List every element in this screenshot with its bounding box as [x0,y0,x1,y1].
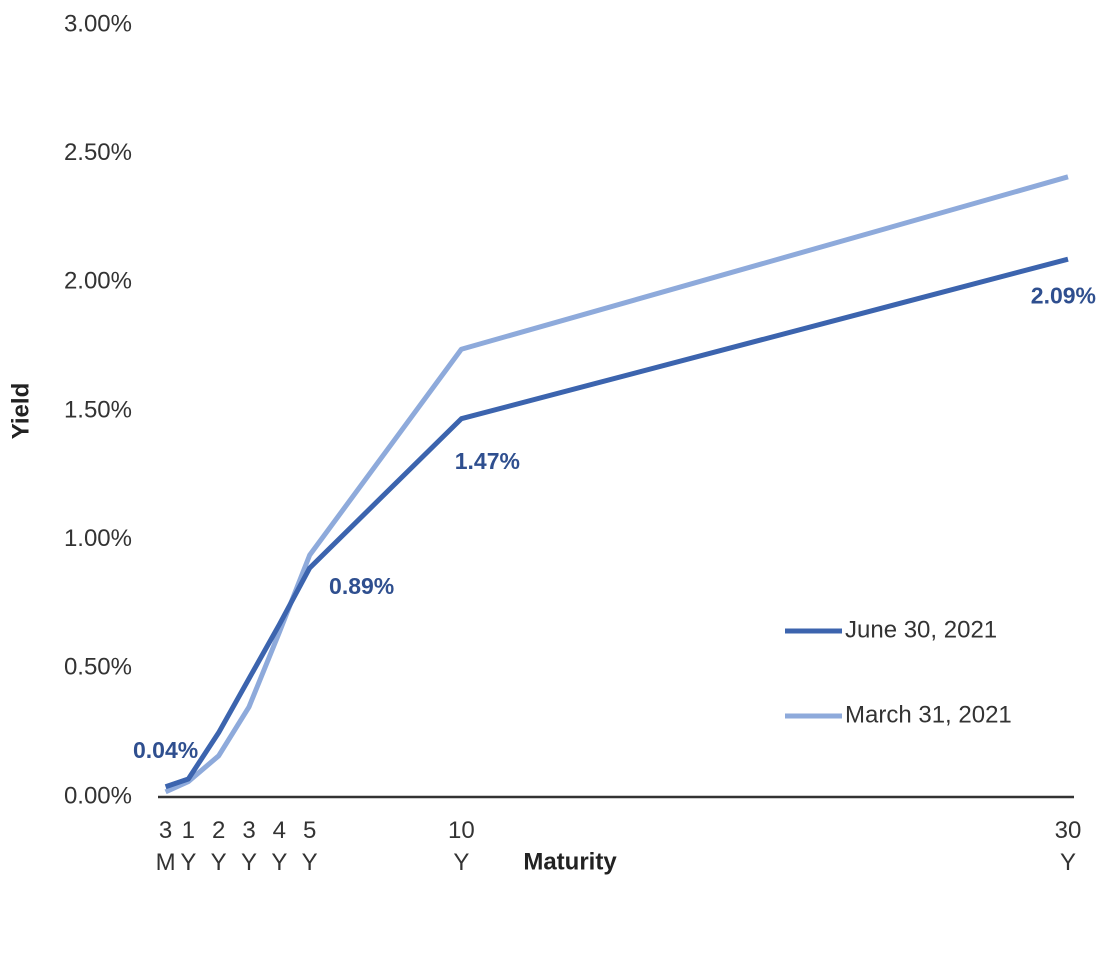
legend-label: June 30, 2021 [845,616,997,643]
data-label: 0.89% [329,573,394,599]
y-tick-label: 2.00% [64,268,132,295]
data-label: 1.47% [455,448,520,474]
x-tick-label: 10 Y [448,817,475,876]
data-label: 0.04% [133,737,198,763]
y-tick-label: 3.00% [64,10,132,37]
x-axis-title: Maturity [523,848,617,875]
series-line [164,174,1069,795]
y-tick-label: 2.50% [64,139,132,166]
series-line [164,256,1069,790]
y-tick-label: 0.50% [64,654,132,681]
y-tick-label: 1.50% [64,396,132,423]
x-tick-label: 30 Y [1055,817,1082,876]
legend-label: March 31, 2021 [845,701,1012,728]
y-tick-label: 0.00% [64,782,132,809]
y-axis-title: Yield [7,383,34,439]
y-tick-label: 1.00% [64,525,132,552]
data-label: 2.09% [1031,282,1096,308]
